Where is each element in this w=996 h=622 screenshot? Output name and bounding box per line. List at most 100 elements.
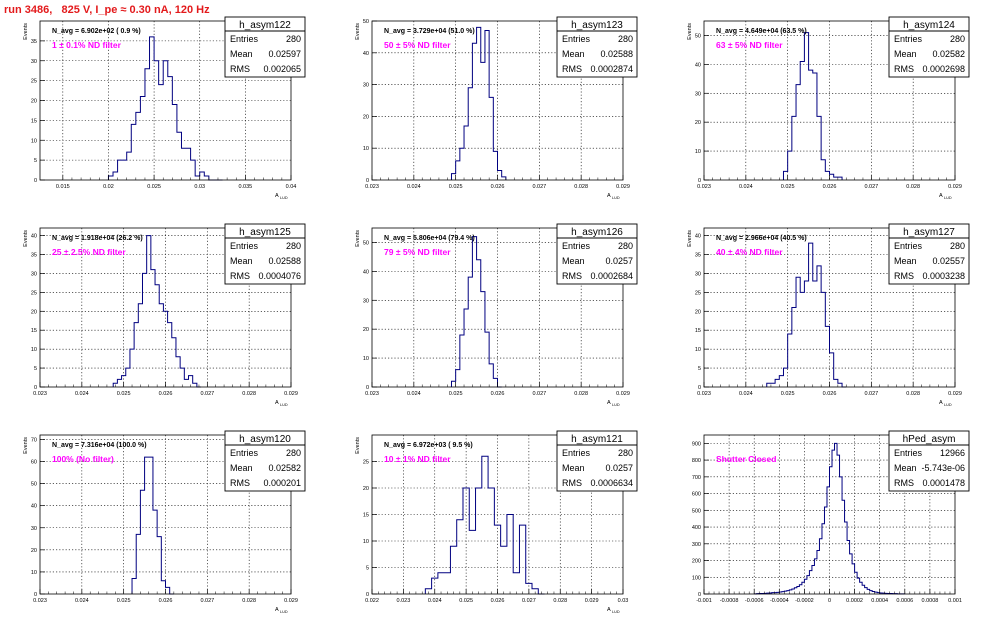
stats-label-mean: Mean [894,49,917,59]
stats-value-mean: 0.0257 [605,256,633,266]
y-tick-label: 0 [34,592,37,598]
histogram-panel-hPed_asym: -0.001 -0.0008 -0.0006 -0.0004 -0.0002 0 0.000… [664,414,996,621]
x-tick-label: 0.026 [823,184,837,190]
x-tick-label: 0.028 [906,184,920,190]
x-tick-label: 0.023 [33,391,47,397]
x-tick-label: 0.028 [242,598,256,604]
y-tick-label: 900 [692,441,701,447]
y-tick-label: 20 [31,99,37,105]
x-tick-label: 0.026 [823,391,837,397]
histogram-panel-h_asym126: 0.023 0.024 0.025 0.026 0.027 0.028 0.029 0 10 20… [332,207,664,414]
filter-annotation: 100% (No filter) [52,454,114,464]
x-tick-label: 0.026 [491,184,505,190]
stats-label-mean: Mean [562,49,585,59]
y-tick-label: 35 [695,253,701,259]
x-tick-label: 0.02 [103,184,114,190]
y-tick-label: 500 [692,508,701,514]
histogram-panel-h_asym125: 0.023 0.024 0.025 0.026 0.027 0.028 0.029 0 5 10 1… [0,207,332,414]
histogram-name: h_asym124 [903,20,955,31]
stats-box [556,430,638,492]
x-axis-label: A [607,193,611,199]
y-tick-label: 20 [695,120,701,126]
stats-label-rms: RMS [562,478,582,488]
x-tick-label: 0.024 [407,391,421,397]
y-tick-label: 15 [31,118,37,124]
run-title: run 3486, 825 V, I_pe ≈ 0.30 nA, 120 Hz [4,4,210,16]
filter-annotation: 10 ± 1% ND filter [384,454,451,464]
histogram-outline [131,456,174,595]
x-tick-label: 0.028 [553,598,567,604]
stats-box [556,16,638,78]
x-axis-label-sub: LUD [612,196,620,200]
stats-value-rms: 0.0002698 [922,64,965,74]
x-tick-label: 0.025 [459,598,473,604]
histogram-svg: 0.015 0.02 0.025 0.03 0.035 0.04 0 5 10 15 20 25 30 3… [23,16,306,200]
y-tick-label: 5 [698,366,701,372]
n-avg-label: N_avg = 2.966e+04 (40.5 %) [716,235,807,242]
x-axis-label-sub: LUD [612,610,620,614]
y-tick-label: 20 [363,327,369,333]
x-tick-label: 0.025 [781,184,795,190]
histogram-panel-h_asym123: 0.023 0.024 0.025 0.026 0.027 0.028 0.029 0 10 20… [332,0,664,207]
y-tick-label: 0 [698,592,701,598]
stats-label-mean: Mean [230,256,253,266]
x-tick-label: 0.025 [449,391,463,397]
stats-value-mean: 0.02582 [932,49,965,59]
x-tick-label: -0.001 [696,598,712,604]
y-axis-label: Events [23,437,29,454]
y-tick-label: 50 [363,240,369,246]
x-tick-label: 0.029 [948,184,962,190]
histogram-name: h_asym126 [571,227,623,238]
stats-value-mean: 0.02597 [268,49,301,59]
y-tick-label: 300 [692,542,701,548]
stats-value-rms: 0.002065 [263,64,301,74]
x-tick-label: 0.03 [618,598,629,604]
stats-label-mean: Mean [230,49,253,59]
y-tick-label: 0 [366,592,369,598]
stats-label-entries: Entries [894,34,923,44]
stats-value-mean: 0.02588 [600,49,633,59]
stats-label-entries: Entries [230,241,259,251]
x-tick-label: 0.035 [238,184,252,190]
y-axis-label: Events [355,230,361,247]
y-tick-label: 50 [695,33,701,39]
x-axis-label-sub: LUD [944,196,952,200]
stats-value-rms: 0.0006634 [590,478,633,488]
n-avg-label: N_avg = 4.649e+04 (63.5 %) [716,28,807,35]
x-tick-label: 0.029 [948,391,962,397]
x-tick-label: 0.029 [616,184,630,190]
x-tick-label: 0.024 [739,184,753,190]
filter-annotation: Shutter Closed [716,454,776,464]
x-tick-label: -0.0008 [720,598,739,604]
stats-value-entries: 280 [950,241,965,251]
stats-box [888,223,970,285]
stats-box [224,223,306,285]
y-axis-label: Events [687,23,693,40]
x-axis-label: A [275,607,279,613]
stats-value-entries: 280 [618,241,633,251]
stats-label-rms: RMS [562,271,582,281]
histogram-outline [782,32,843,180]
stats-label-rms: RMS [230,478,250,488]
filter-annotation: 63 ± 5% ND filter [716,40,783,50]
stats-value-rms: 0.0002874 [590,64,633,74]
stats-value-entries: 12966 [940,448,965,458]
y-tick-label: 50 [31,482,37,488]
x-tick-label: 0.0006 [896,598,913,604]
n-avg-label: N_avg = 5.806e+04 (79.4 %) [384,235,475,242]
x-tick-label: 0.028 [242,391,256,397]
x-tick-label: 0 [828,598,831,604]
stats-value-rms: 0.0001478 [922,478,965,488]
y-tick-label: 15 [363,513,369,519]
y-tick-label: 5 [34,366,37,372]
stats-label-entries: Entries [230,448,259,458]
y-tick-label: 15 [31,328,37,334]
x-tick-label: -0.0004 [770,598,789,604]
stats-value-mean: 0.02582 [268,463,301,473]
x-axis-label: A [939,400,943,406]
x-tick-label: 0.025 [117,598,131,604]
y-axis-label: Events [355,437,361,454]
y-tick-label: 30 [695,271,701,277]
n-avg-label: N_avg = 7.316e+04 (100.0 %) [52,442,147,449]
y-tick-label: 40 [363,51,369,57]
